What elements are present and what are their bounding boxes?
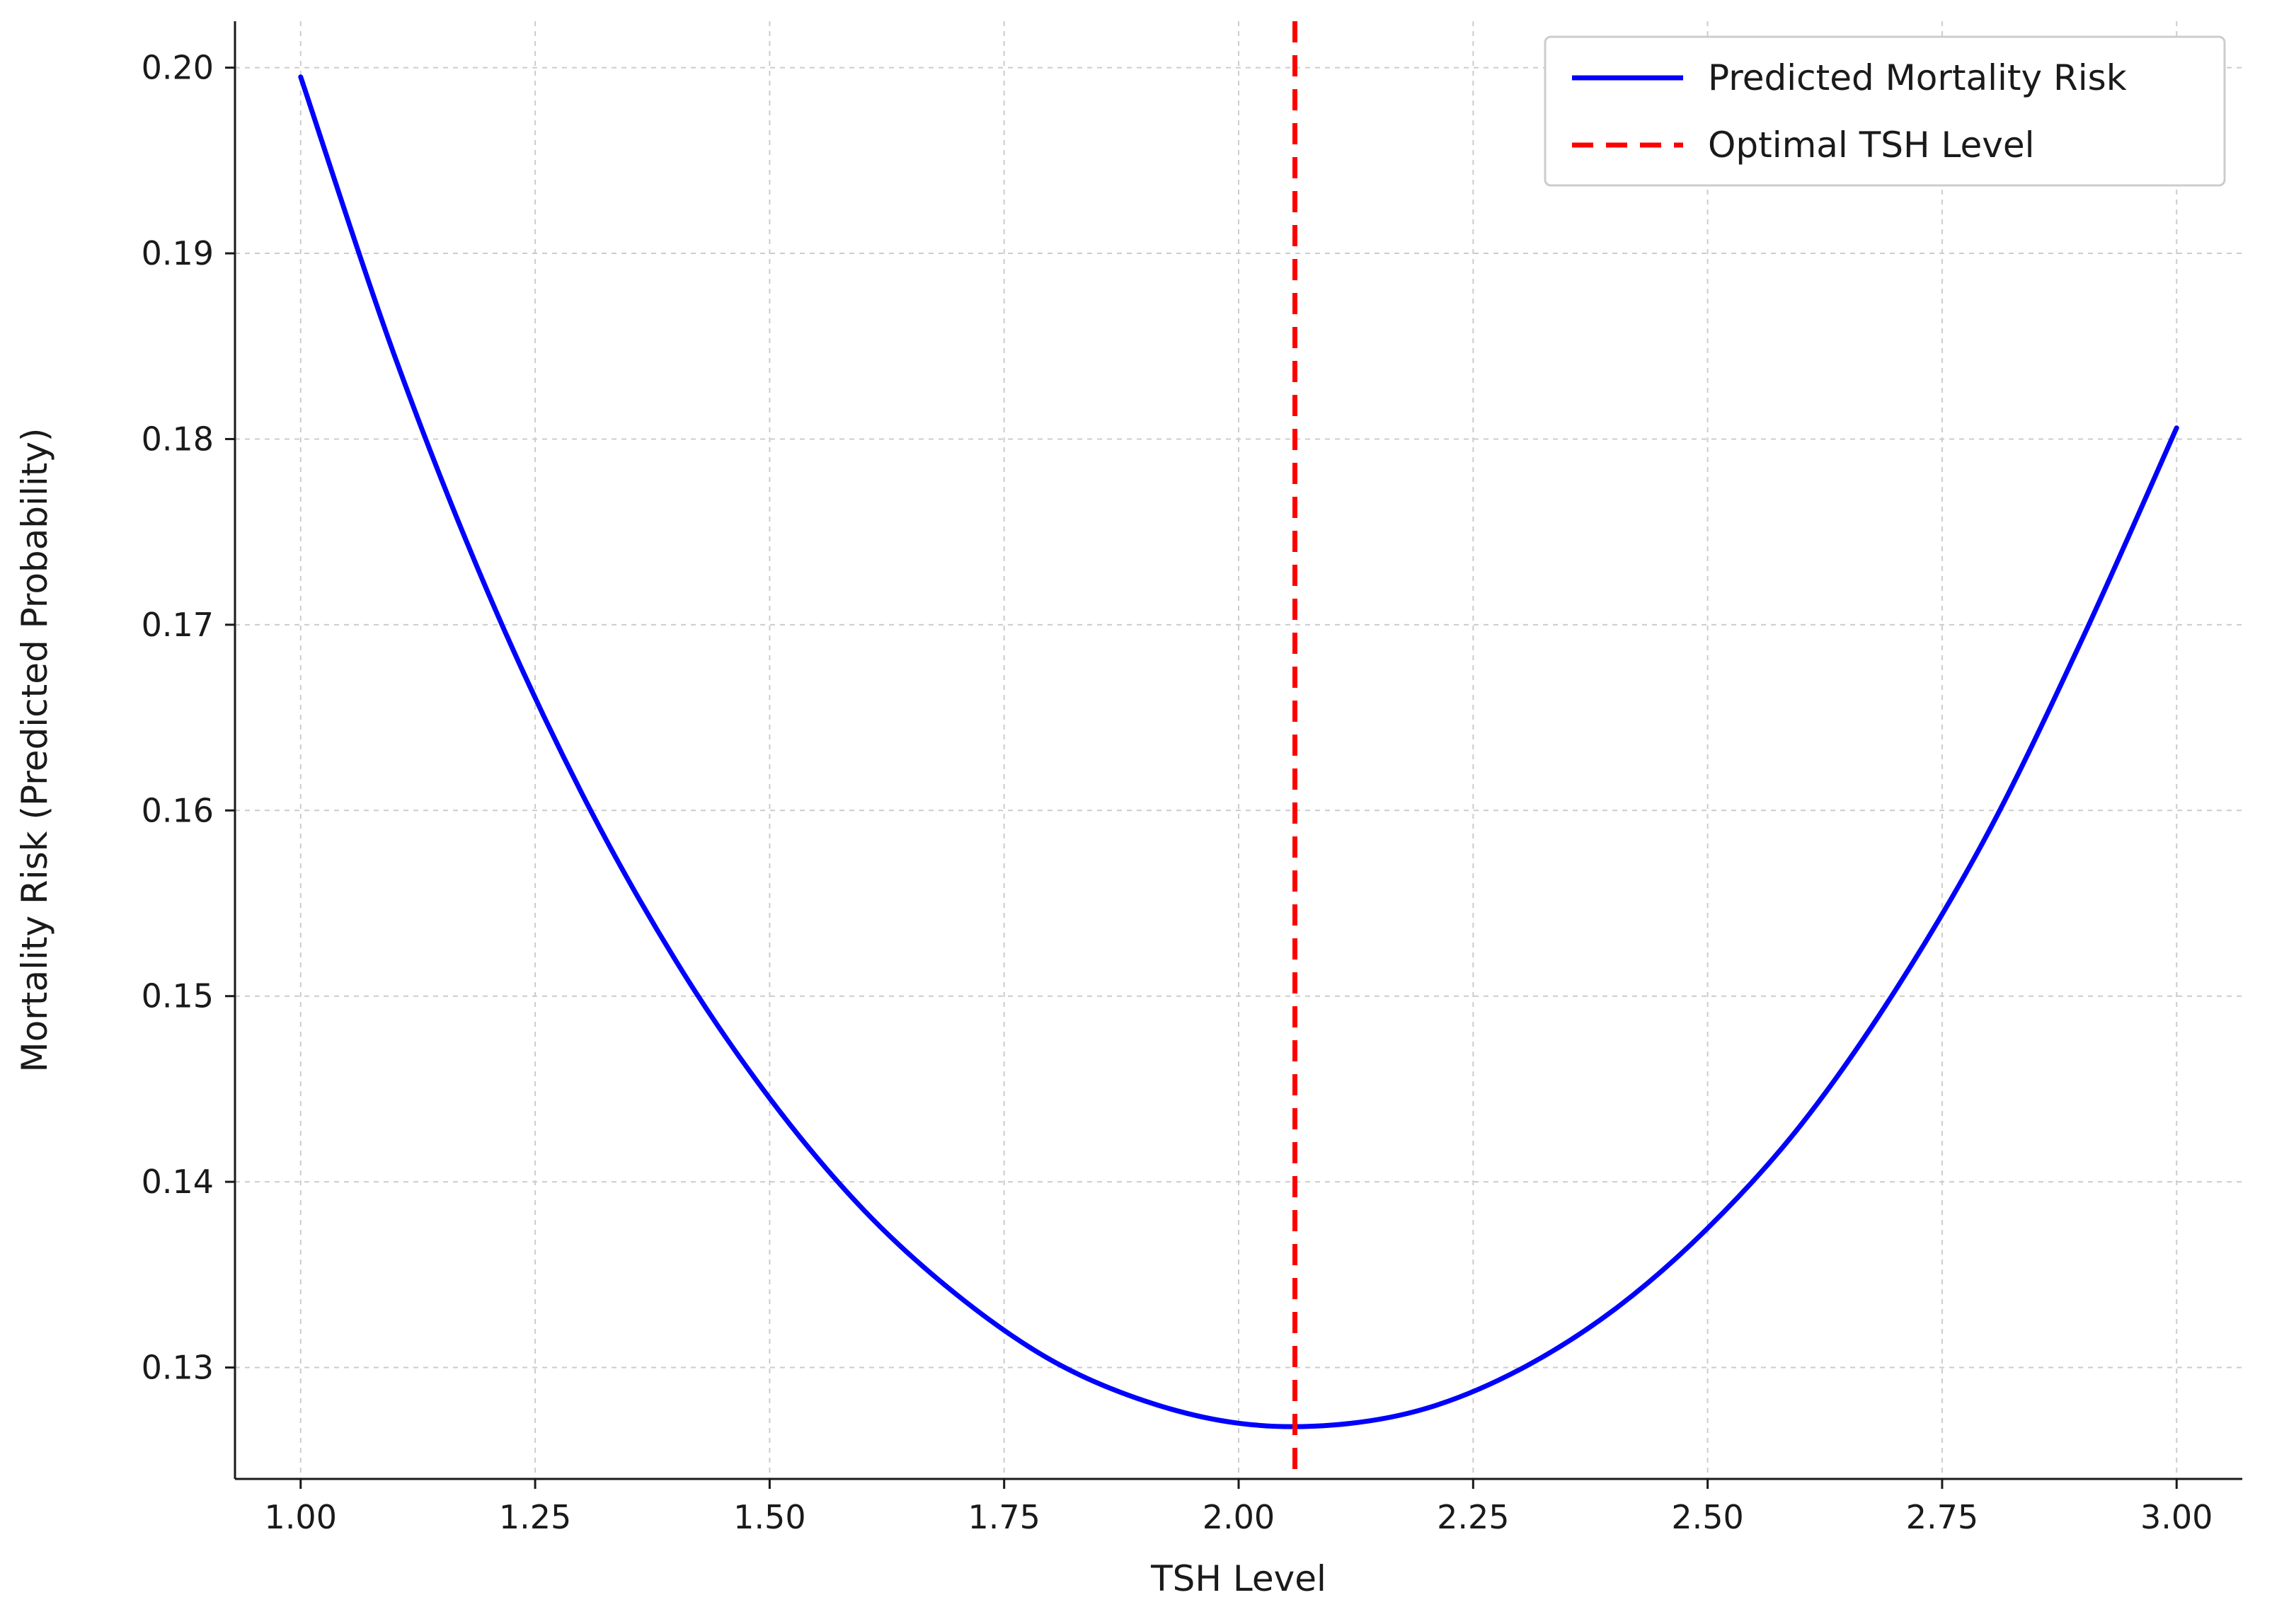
y-tick-label: 0.16 xyxy=(142,791,214,829)
x-tick-label: 2.50 xyxy=(1671,1498,1743,1536)
y-tick-label: 0.14 xyxy=(142,1163,214,1201)
grid xyxy=(235,21,2242,1479)
y-tick-label: 0.19 xyxy=(142,234,214,272)
y-tick-label: 0.15 xyxy=(142,977,214,1015)
y-axis-label: Mortality Risk (Predicted Probability) xyxy=(14,428,55,1073)
predicted-mortality-risk-curve xyxy=(298,74,2179,1429)
y-tick-label: 0.18 xyxy=(142,420,214,458)
x-tick-label: 1.00 xyxy=(265,1498,337,1536)
axes: 1.00 1.25 1.50 1.75 2.00 2.25 2.50 2.75 3.00 0.13… xyxy=(14,21,2242,1599)
x-tick-label: 2.75 xyxy=(1906,1498,1978,1536)
y-tick-label: 0.20 xyxy=(142,49,214,87)
x-axis-label: TSH Level xyxy=(1150,1558,1326,1599)
legend-box xyxy=(1544,35,2226,187)
y-tick-label: 0.13 xyxy=(142,1349,214,1387)
legend-label: Optimal TSH Level xyxy=(1708,125,2034,166)
x-tick-label: 1.75 xyxy=(968,1498,1040,1536)
x-tick-label: 2.25 xyxy=(1437,1498,1509,1536)
x-tick-label: 3.00 xyxy=(2140,1498,2213,1536)
legend: Predicted Mortality Risk Optimal TSH Leve… xyxy=(1544,35,2226,187)
x-tick-label: 2.00 xyxy=(1203,1498,1275,1536)
x-tick-label: 1.50 xyxy=(733,1498,805,1536)
x-tick-label: 1.25 xyxy=(499,1498,571,1536)
legend-label: Predicted Mortality Risk xyxy=(1708,57,2127,98)
y-tick-label: 0.17 xyxy=(142,606,214,644)
